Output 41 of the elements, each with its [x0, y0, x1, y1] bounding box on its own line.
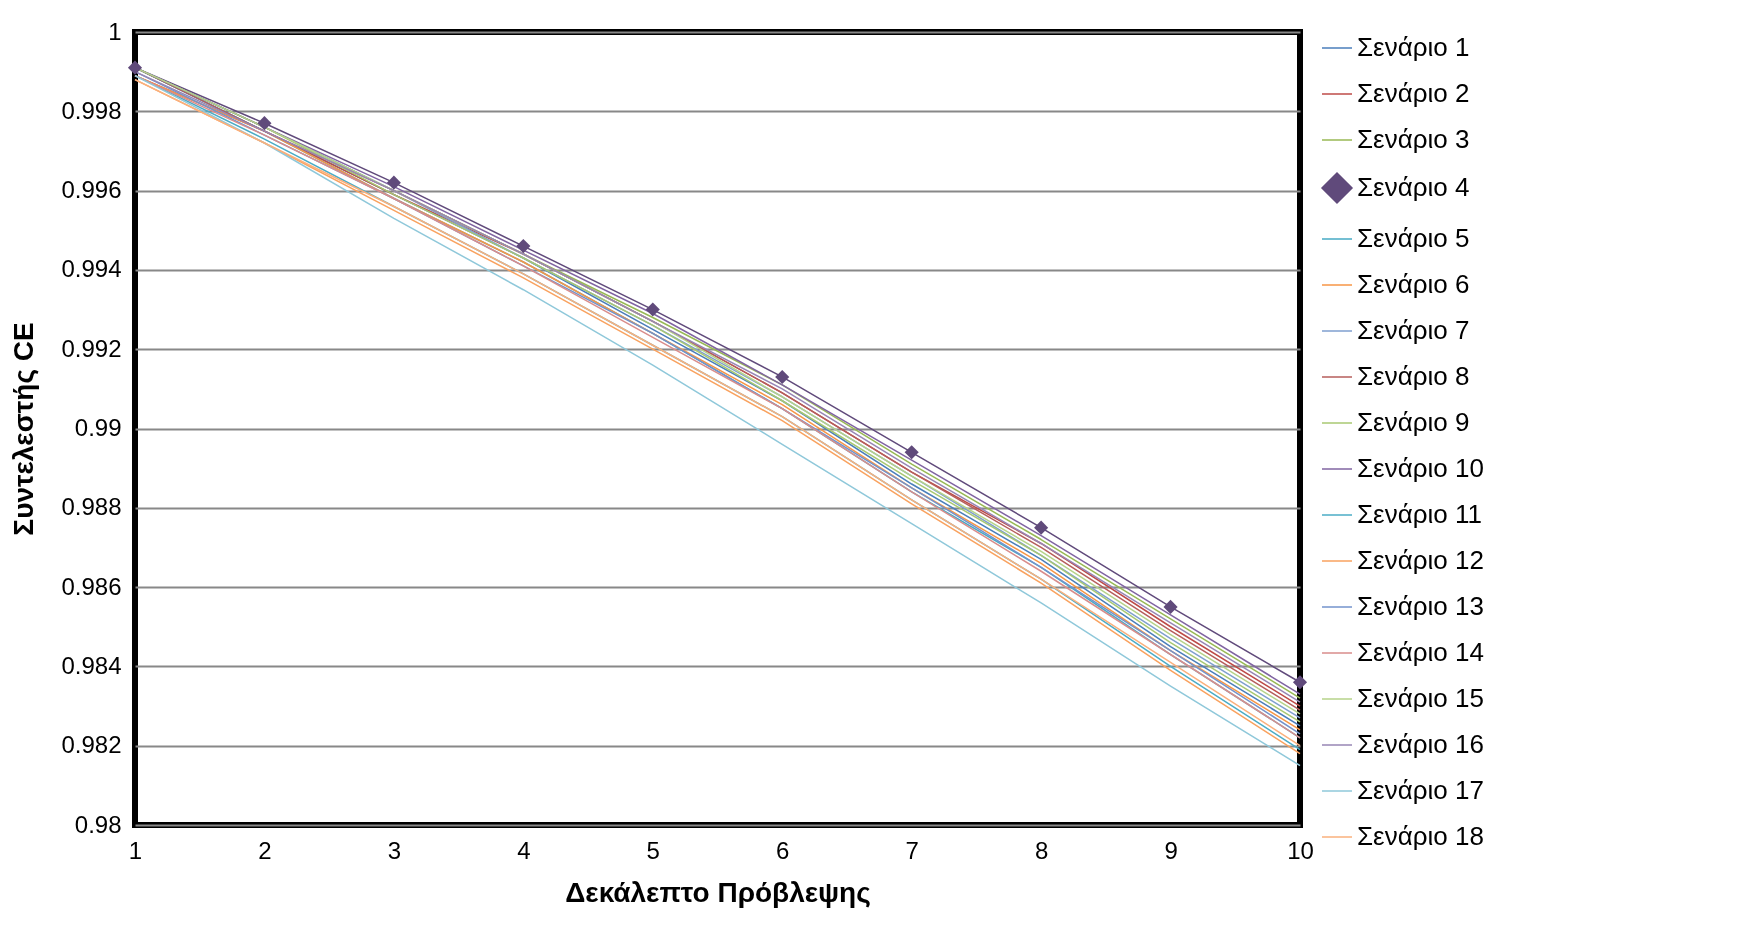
legend-label: Σενάριο 6 [1357, 269, 1470, 299]
legend-label: Σενάριο 12 [1357, 545, 1484, 575]
legend-label: Σενάριο 4 [1357, 172, 1470, 202]
legend-label: Σενάριο 17 [1357, 775, 1484, 805]
x-tick-label: 2 [258, 836, 272, 864]
x-tick-label: 7 [905, 836, 919, 864]
x-tick-label: 4 [517, 836, 531, 864]
legend-label: Σενάριο 8 [1357, 361, 1470, 391]
y-tick-label: 0.996 [61, 176, 122, 204]
x-tick-label: 10 [1287, 836, 1314, 864]
x-axis-title: Δεκάλεπτο Πρόβλεψης [565, 876, 871, 908]
y-tick-label: 1 [108, 17, 122, 45]
y-tick-label: 0.984 [61, 651, 122, 679]
y-tick-label: 0.99 [74, 414, 122, 441]
y-tick-label: 0.98 [74, 810, 122, 838]
legend-label: Σενάριο 15 [1357, 683, 1484, 713]
y-axis-title: Συντελεστής CE [8, 322, 40, 536]
x-tick-label: 1 [128, 836, 143, 864]
legend-label: Σενάριο 16 [1357, 729, 1484, 759]
y-tick-label: 0.988 [61, 493, 122, 521]
y-tick-label: 0.982 [61, 731, 122, 759]
y-tick-label: 0.986 [61, 572, 122, 600]
legend-label: Σενάριο 11 [1357, 499, 1482, 529]
legend-label: Σενάριο 9 [1357, 407, 1470, 437]
x-tick-label: 8 [1034, 836, 1049, 864]
y-tick-label: 0.994 [61, 255, 122, 283]
x-tick-label: 5 [646, 836, 660, 864]
x-tick-label: 9 [1164, 836, 1178, 864]
y-tick-label: 0.992 [61, 334, 122, 362]
y-tick-label: 0.998 [61, 96, 122, 124]
legend-label: Σενάριο 7 [1357, 315, 1470, 345]
legend-label: Σενάριο 1 [1357, 32, 1470, 62]
legend-label: Σενάριο 14 [1357, 637, 1484, 667]
legend-label: Σενάριο 13 [1357, 591, 1484, 621]
legend-label: Σενάριο 2 [1357, 78, 1470, 108]
x-tick-label: 6 [776, 836, 790, 864]
x-tick-label: 3 [387, 836, 402, 864]
legend-label: Σενάριο 5 [1357, 223, 1470, 253]
legend-label: Σενάριο 10 [1357, 453, 1484, 483]
legend-label: Σενάριο 3 [1357, 124, 1470, 154]
legend-label: Σενάριο 18 [1357, 821, 1484, 851]
